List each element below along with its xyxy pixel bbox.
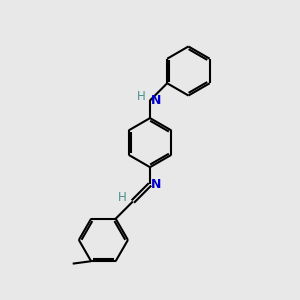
Text: H: H [118, 191, 127, 204]
Text: N: N [151, 178, 162, 191]
Text: N: N [151, 94, 162, 107]
Text: H: H [137, 90, 146, 103]
